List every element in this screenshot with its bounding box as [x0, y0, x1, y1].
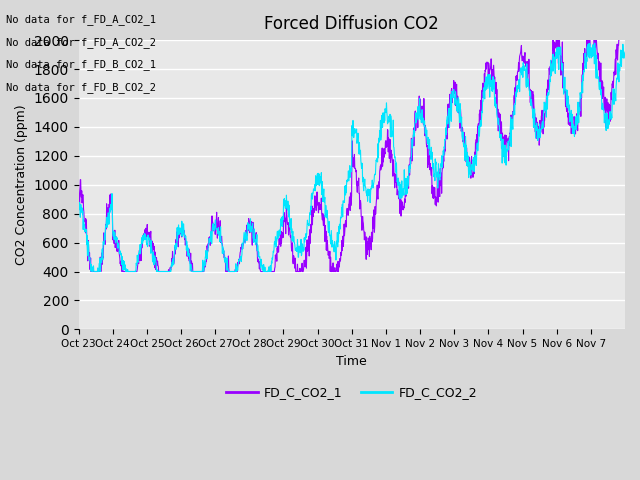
Text: No data for f_FD_B_CO2_1: No data for f_FD_B_CO2_1	[6, 60, 156, 71]
FD_C_CO2_2	[561, 74, 569, 80]
FD_C_CO2_1	[481, 81, 488, 87]
FD_C_CO2_2	[621, 49, 629, 55]
Text: No data for f_FD_B_CO2_2: No data for f_FD_B_CO2_2	[6, 82, 156, 93]
FD_C_CO2_2	[161, 269, 168, 275]
Line: FD_C_CO2_1: FD_C_CO2_1	[79, 33, 625, 272]
Y-axis label: CO2 Concentration (ppm): CO2 Concentration (ppm)	[15, 105, 28, 265]
FD_C_CO2_1	[338, 249, 346, 255]
FD_C_CO2_2	[75, 198, 83, 204]
FD_C_CO2_1	[75, 185, 83, 191]
FD_C_CO2_2	[481, 96, 488, 102]
FD_C_CO2_2	[591, 40, 598, 46]
FD_C_CO2_1	[328, 269, 335, 275]
FD_C_CO2_2	[615, 73, 623, 79]
Text: No data for f_FD_A_CO2_1: No data for f_FD_A_CO2_1	[6, 14, 156, 25]
FD_C_CO2_1	[87, 269, 95, 275]
Title: Forced Diffusion CO2: Forced Diffusion CO2	[264, 15, 439, 33]
FD_C_CO2_1	[586, 30, 594, 36]
Legend: FD_C_CO2_1, FD_C_CO2_2: FD_C_CO2_1, FD_C_CO2_2	[221, 381, 483, 404]
Text: No data for f_FD_A_CO2_2: No data for f_FD_A_CO2_2	[6, 37, 156, 48]
FD_C_CO2_2	[338, 205, 346, 211]
Line: FD_C_CO2_2: FD_C_CO2_2	[79, 43, 625, 272]
FD_C_CO2_1	[161, 269, 168, 275]
FD_C_CO2_1	[561, 90, 569, 96]
FD_C_CO2_1	[621, 30, 629, 36]
FD_C_CO2_2	[328, 228, 335, 233]
FD_C_CO2_1	[615, 42, 623, 48]
FD_C_CO2_2	[88, 269, 96, 275]
X-axis label: Time: Time	[337, 355, 367, 368]
